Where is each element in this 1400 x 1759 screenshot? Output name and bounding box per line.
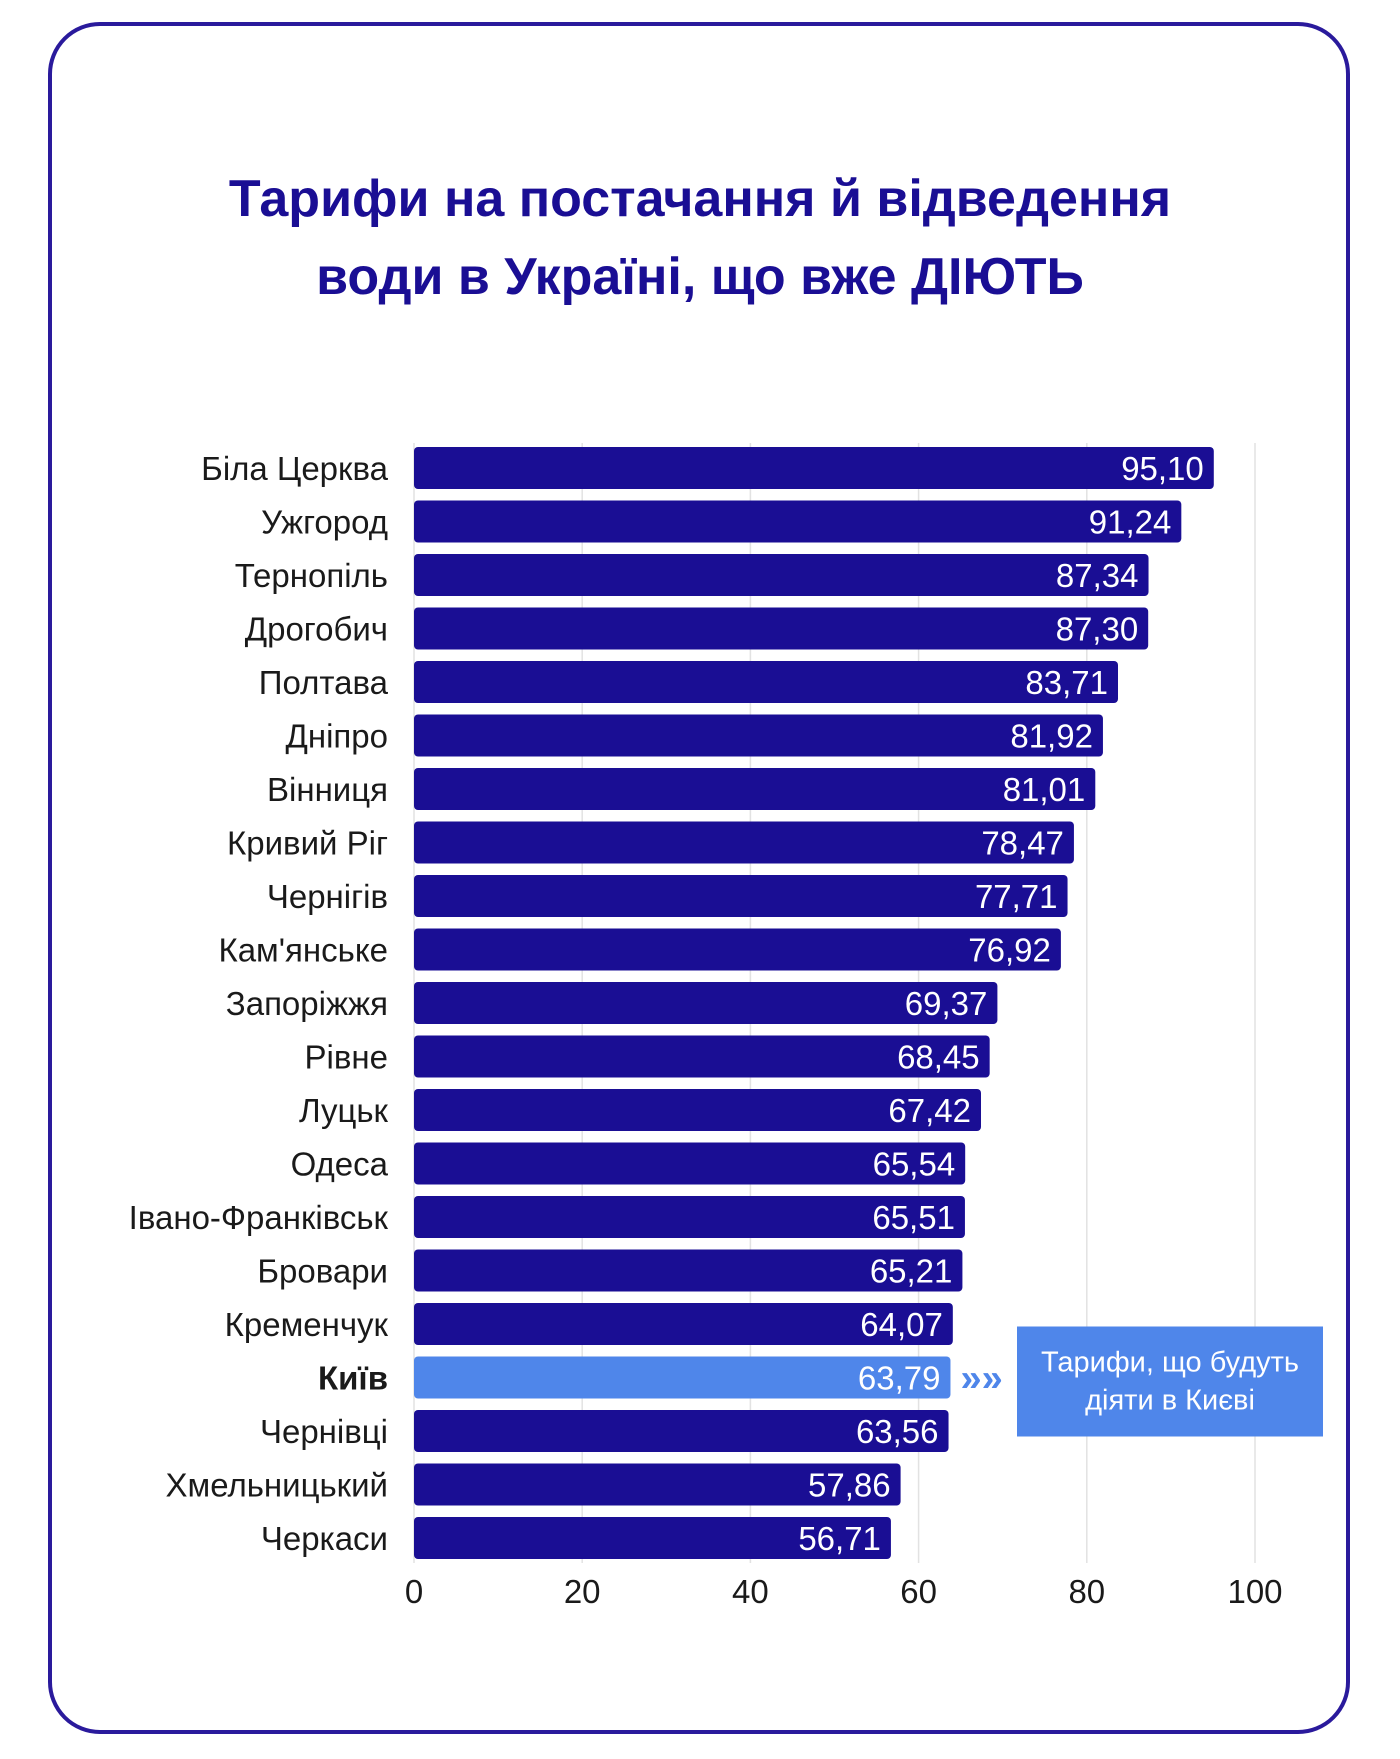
bar <box>414 447 1214 489</box>
category-label: Тернопіль <box>235 557 388 594</box>
callout-arrow-icon: »» <box>960 1358 1002 1400</box>
value-label: 65,21 <box>870 1253 953 1290</box>
value-label: 76,92 <box>968 932 1051 969</box>
bar <box>414 500 1182 543</box>
bar <box>414 1035 990 1078</box>
chart-title-line-2: води в Україні, що вже ДІЮТЬ <box>316 248 1084 306</box>
value-label: 69,37 <box>905 985 988 1022</box>
x-tick-label: 60 <box>900 1573 937 1610</box>
category-label: Запоріжжя <box>226 985 388 1022</box>
bar <box>414 714 1103 757</box>
category-label: Одеса <box>291 1146 389 1183</box>
category-label: Чернігів <box>267 878 388 915</box>
category-label: Дніпро <box>286 718 388 755</box>
category-label: Ужгород <box>261 504 388 541</box>
value-label: 81,01 <box>1003 771 1086 808</box>
category-label: Кам'янське <box>218 932 388 969</box>
bar <box>414 928 1061 971</box>
value-label: 81,92 <box>1010 718 1093 755</box>
value-label: 83,71 <box>1025 664 1108 701</box>
x-tick-label: 80 <box>1068 1573 1105 1610</box>
x-tick-label: 40 <box>732 1573 769 1610</box>
bar <box>414 554 1149 596</box>
value-label: 65,51 <box>872 1199 955 1236</box>
bar <box>414 1517 891 1559</box>
bar <box>414 1142 966 1185</box>
bar <box>414 1463 901 1506</box>
value-label: 91,24 <box>1089 504 1172 541</box>
category-label: Хмельницький <box>166 1467 388 1504</box>
value-label: 87,34 <box>1056 557 1139 594</box>
category-label: Івано-Франківськ <box>129 1199 389 1236</box>
category-label: Чернівці <box>260 1413 388 1450</box>
category-label: Луцьк <box>299 1092 389 1129</box>
category-label: Біла Церква <box>201 450 388 487</box>
category-label: Рівне <box>305 1039 388 1076</box>
bar <box>414 982 998 1024</box>
bar <box>414 821 1074 864</box>
value-label: 95,10 <box>1121 450 1204 487</box>
chart-title: Тарифи на постачання й відведення води в… <box>100 160 1300 316</box>
bar <box>414 768 1096 810</box>
x-tick-label: 100 <box>1227 1573 1282 1610</box>
callout-text-line: Тарифи, що будуть <box>1041 1347 1299 1379</box>
category-label: Кривий Ріг <box>227 825 388 862</box>
category-label: Вінниця <box>267 771 388 808</box>
value-label: 78,47 <box>981 825 1064 862</box>
x-tick-label: 20 <box>564 1573 601 1610</box>
value-label: 65,54 <box>873 1146 956 1183</box>
category-label: Полтава <box>259 664 389 701</box>
bar <box>414 1196 965 1238</box>
category-label: Кременчук <box>225 1306 389 1343</box>
chart-title-line-1: Тарифи на постачання й відведення <box>228 170 1172 228</box>
value-label: 64,07 <box>860 1306 943 1343</box>
value-label: 77,71 <box>975 878 1058 915</box>
bar <box>414 607 1149 650</box>
bar <box>414 1410 949 1452</box>
value-label: 57,86 <box>808 1467 891 1504</box>
value-label: 56,71 <box>798 1520 881 1557</box>
x-tick-label: 0 <box>405 1573 423 1610</box>
bar <box>414 1089 982 1131</box>
value-label: 67,42 <box>888 1092 971 1129</box>
bar <box>414 875 1068 917</box>
category-label: Дрогобич <box>245 611 388 648</box>
category-label: Бровари <box>257 1253 388 1290</box>
value-label: 68,45 <box>897 1039 980 1076</box>
bar <box>414 1249 963 1292</box>
category-label: Черкаси <box>261 1520 388 1557</box>
value-label: 63,79 <box>858 1360 941 1397</box>
callout-box <box>1017 1326 1323 1437</box>
bar <box>414 1303 953 1345</box>
bar <box>414 661 1119 703</box>
category-label: Київ <box>318 1360 388 1397</box>
bar-highlighted <box>414 1356 951 1399</box>
callout-text-line: діяти в Києві <box>1085 1385 1255 1417</box>
value-label: 87,30 <box>1056 611 1139 648</box>
value-label: 63,56 <box>856 1413 939 1450</box>
